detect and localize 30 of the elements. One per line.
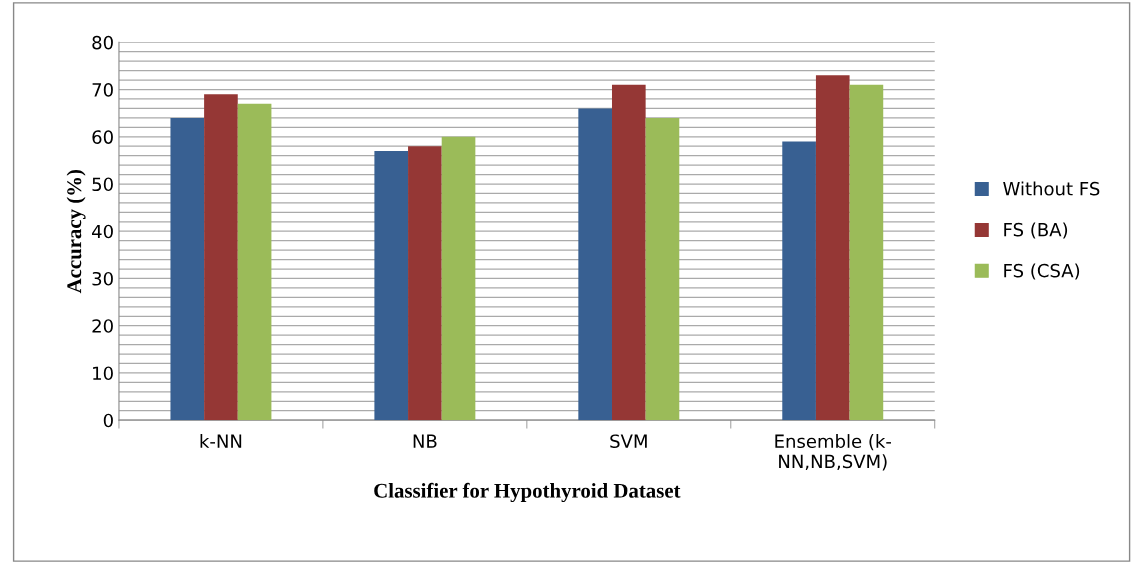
- bar: [374, 150, 409, 421]
- y-tick-label: 20: [92, 319, 113, 333]
- bar: [578, 108, 612, 421]
- bar: [408, 146, 442, 421]
- x-tick-label: k-NN: [200, 434, 242, 448]
- bar: [611, 84, 646, 421]
- x-tick-label: NB: [413, 434, 437, 448]
- bar: [645, 117, 680, 421]
- bar: [170, 117, 205, 421]
- x-axis-title: Classifier for Hypothyroid Dataset: [374, 482, 681, 503]
- y-tick-label: 60: [92, 130, 113, 144]
- y-tick-label: 30: [92, 271, 113, 286]
- legend-label: FS (BA): [1004, 222, 1068, 239]
- bar: [782, 141, 816, 421]
- y-tick-label: 10: [93, 366, 113, 381]
- y-tick-label: 0: [103, 413, 113, 428]
- x-tick-label: SVM: [610, 434, 647, 449]
- bar: [815, 75, 850, 421]
- y-tick-label: 70: [92, 82, 113, 97]
- y-tick-label: 50: [92, 177, 113, 192]
- x-tick-label: Ensemble (k- NN,NB,SVM): [775, 434, 892, 471]
- bar: [237, 103, 272, 421]
- bar: [441, 136, 476, 421]
- y-tick-label: 40: [92, 224, 113, 239]
- y-tick-label: 80: [92, 35, 113, 50]
- legend-label: Without FS: [1003, 181, 1100, 196]
- legend-label: FS (CSA): [1004, 263, 1080, 280]
- bar: [204, 94, 238, 421]
- bar: [849, 84, 884, 421]
- y-axis-title: Accuracy (%): [66, 169, 86, 294]
